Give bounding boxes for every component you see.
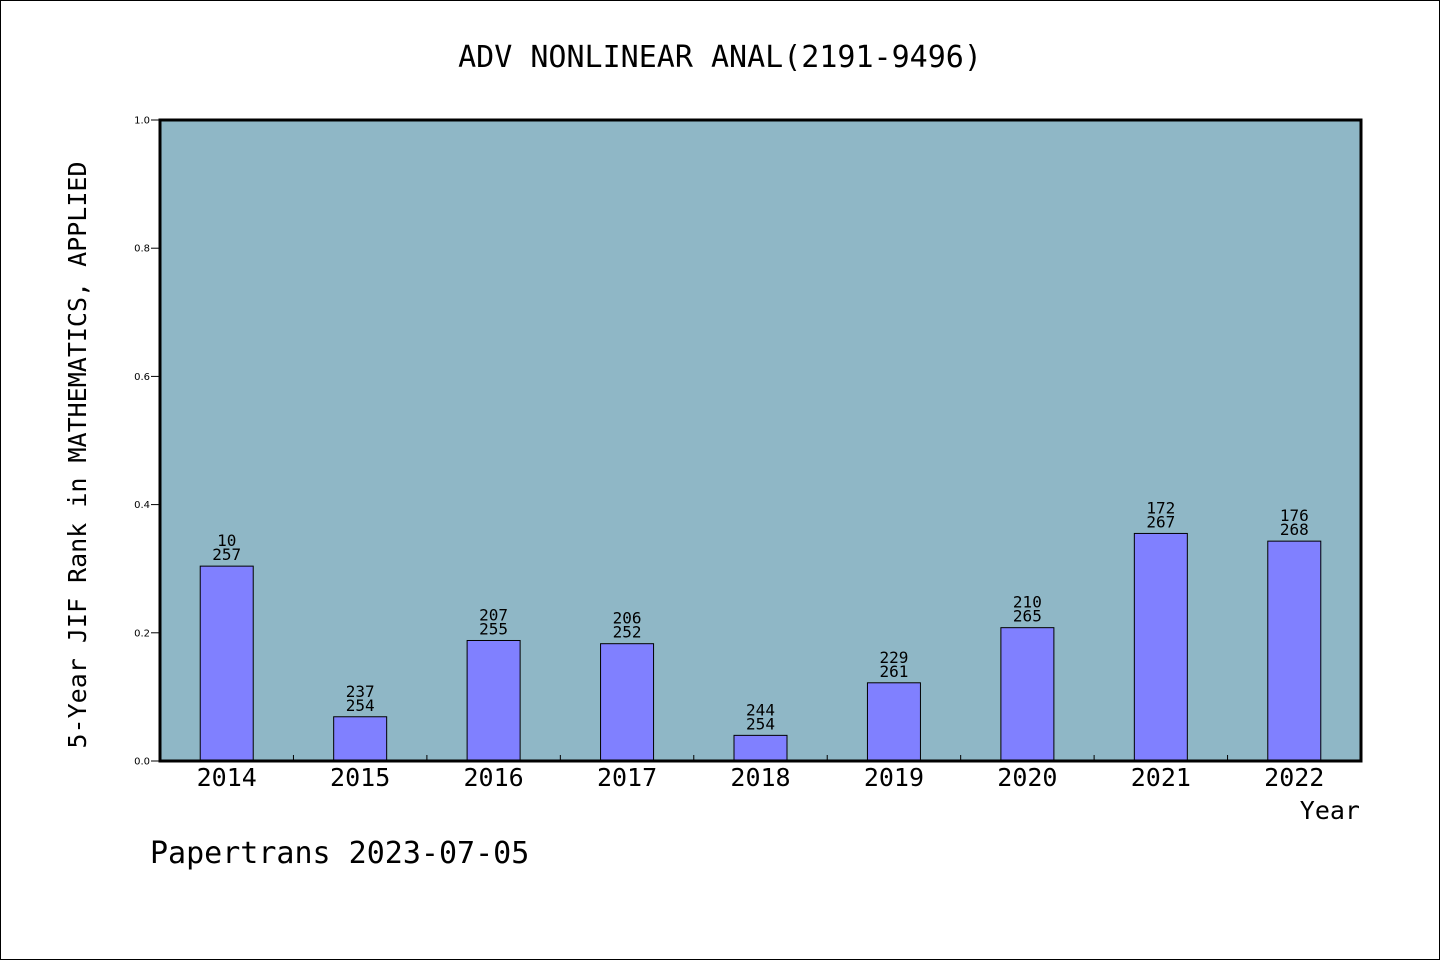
- data-labels-layer: 1025723725420725520625224425422926121026…: [212, 498, 1308, 733]
- footer-watermark: Papertrans 2023-07-05: [150, 836, 529, 871]
- y-tick-label: 0.8: [134, 244, 150, 255]
- bar-2020: [1000, 627, 1055, 762]
- bar-label-top-2018: 244: [746, 700, 775, 719]
- bar-label-bottom-2015: 254: [346, 696, 375, 715]
- y-tick-label: 0.0: [134, 757, 150, 768]
- bar-label-top-2014: 10: [217, 531, 236, 550]
- bar-label-bottom-2014: 257: [212, 545, 241, 564]
- bar-2022: [1267, 540, 1322, 762]
- bar-2021: [1133, 532, 1188, 762]
- y-tick-label: 1.0: [134, 116, 150, 127]
- bar-label-bottom-2021: 267: [1146, 512, 1175, 531]
- plot-border: [158, 118, 1363, 763]
- bar-label-top-2015: 237: [346, 682, 375, 701]
- x-axis-ticks: 2014 2015 2016 2017 2018 2019 2020 2021 2022: [197, 755, 1324, 792]
- bar-label-bottom-2017: 252: [613, 623, 642, 642]
- bar-2019: [866, 682, 921, 762]
- bar-label-bottom-2022: 268: [1280, 520, 1309, 539]
- x-tick-label-2018: 2018: [730, 763, 790, 792]
- y-tick-label: 0.6: [134, 372, 150, 383]
- x-tick-label-2014: 2014: [197, 763, 257, 792]
- bar-label-bottom-2020: 265: [1013, 607, 1042, 626]
- y-tick-label: 0.2: [134, 628, 150, 639]
- bar-2017: [600, 643, 655, 762]
- bar-label-top-2021: 172: [1146, 498, 1175, 517]
- x-axis-label: Year: [1300, 796, 1360, 825]
- bar-label-bottom-2016: 255: [479, 619, 508, 638]
- x-tick-label-2015: 2015: [330, 763, 390, 792]
- x-tick-label-2017: 2017: [597, 763, 657, 792]
- bar-label-bottom-2019: 261: [879, 662, 908, 681]
- bar-2018: [733, 734, 788, 762]
- x-tick-label-2019: 2019: [864, 763, 924, 792]
- bar-label-top-2016: 207: [479, 605, 508, 624]
- bar-label-top-2020: 210: [1013, 593, 1042, 612]
- y-axis-label: 5-Year JIF Rank in MATHEMATICS, APPLIED: [63, 162, 92, 749]
- y-axis-ticks: 0.0 0.2 0.4 0.6 0.8 1.0: [134, 116, 160, 768]
- x-tick-label-2022: 2022: [1264, 763, 1324, 792]
- bar-label-bottom-2018: 254: [746, 714, 775, 733]
- bar-2014: [199, 565, 254, 762]
- y-tick-label: 0.4: [134, 500, 150, 511]
- bar-2016: [466, 639, 521, 762]
- chart-title: ADV NONLINEAR ANAL(2191-9496): [458, 40, 982, 75]
- bar-label-top-2017: 206: [613, 609, 642, 628]
- x-tick-label-2016: 2016: [464, 763, 524, 792]
- x-tick-label-2020: 2020: [997, 763, 1057, 792]
- bar-2015: [333, 716, 388, 762]
- bar-label-top-2022: 176: [1280, 506, 1309, 525]
- bar-label-top-2019: 229: [879, 648, 908, 667]
- x-tick-label-2021: 2021: [1131, 763, 1191, 792]
- bars-layer: [199, 532, 1322, 762]
